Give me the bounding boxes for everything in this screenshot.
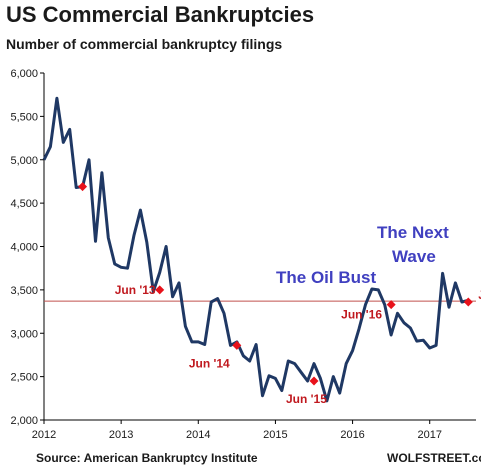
y-tick-label: 3,000 [10,328,38,340]
y-tick-label: 3,500 [10,285,38,297]
y-tick-label: 2,500 [10,372,38,384]
marker-4 [386,300,396,310]
series-line [42,96,469,403]
marker-0 [78,182,88,192]
y-tick-label: 5,500 [10,111,38,123]
x-tick-label: 2017 [417,429,441,441]
x-tick-label: 2015 [263,429,287,441]
y-tick-label: 6,000 [10,68,38,80]
marker-5 [463,297,473,307]
marker-label-3: Jun '15 [286,392,327,406]
annotation-next-wave-line1: The Next [377,223,449,242]
series-group [42,96,469,403]
annotation-oil-bust: The Oil Bust [276,268,376,287]
x-tick-label: 2016 [340,429,364,441]
y-tick-label: 4,500 [10,198,38,210]
chart-subtitle: Number of commercial bankruptcy filings [6,36,283,52]
axes: 2,000 2,500 3,000 3,500 4,000 4,500 5,000 5,500… [10,68,476,441]
marker-2 [232,340,242,350]
annotations-group: The Oil Bust The Next Wave [276,223,449,287]
y-tick-label: 5,000 [10,155,38,167]
markers-group: Jun '13 Jun '14 Jun '15 Jun '16 Jun '17 [78,182,481,406]
x-tick-label: 2014 [186,429,210,441]
marker-3 [309,376,319,386]
source-note: Source: American Bankruptcy Institute [36,451,258,465]
brand-label: WOLFSTREET.com [387,451,481,465]
marker-label-4: Jun '16 [341,308,382,322]
marker-label-5: Jun '17 [478,288,481,302]
y-tick-label: 4,000 [10,242,38,254]
x-tick-label: 2013 [109,429,133,441]
annotation-next-wave-line2: Wave [392,247,436,266]
marker-label-2: Jun '14 [189,356,230,370]
y-tick-label: 2,000 [10,415,38,427]
marker-1 [155,285,165,295]
chart-title: US Commercial Bankruptcies [6,2,315,27]
marker-label-1: Jun '13 [115,283,156,297]
x-tick-label: 2012 [32,429,56,441]
